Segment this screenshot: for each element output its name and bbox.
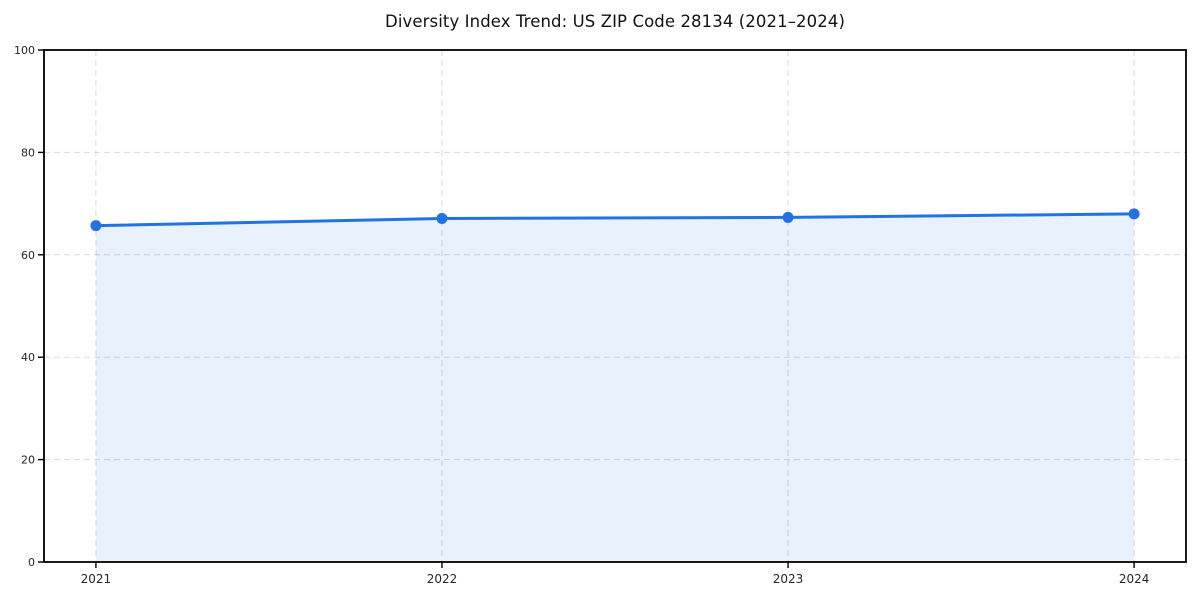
y-tick-label: 40 [21, 351, 35, 364]
y-tick-label: 20 [21, 454, 35, 467]
y-tick-label: 100 [14, 44, 35, 57]
area-fill [95, 213, 1135, 562]
x-tick-label: 2024 [1119, 572, 1150, 586]
x-tick-label: 2023 [773, 572, 804, 586]
y-tick-label: 0 [28, 556, 35, 569]
trend-line [94, 212, 1136, 228]
data-point [1128, 208, 1140, 220]
plot-spines [43, 49, 1187, 563]
x-tick-label: 2021 [81, 572, 112, 586]
y-tick-label: 80 [21, 146, 35, 159]
chart-title: Diversity Index Trend: US ZIP Code 28134… [385, 12, 845, 31]
y-tick-label: 60 [21, 249, 35, 262]
data-point [90, 220, 102, 232]
data-point [782, 211, 794, 223]
data-point [436, 212, 448, 224]
x-tick-label: 2022 [427, 572, 458, 586]
